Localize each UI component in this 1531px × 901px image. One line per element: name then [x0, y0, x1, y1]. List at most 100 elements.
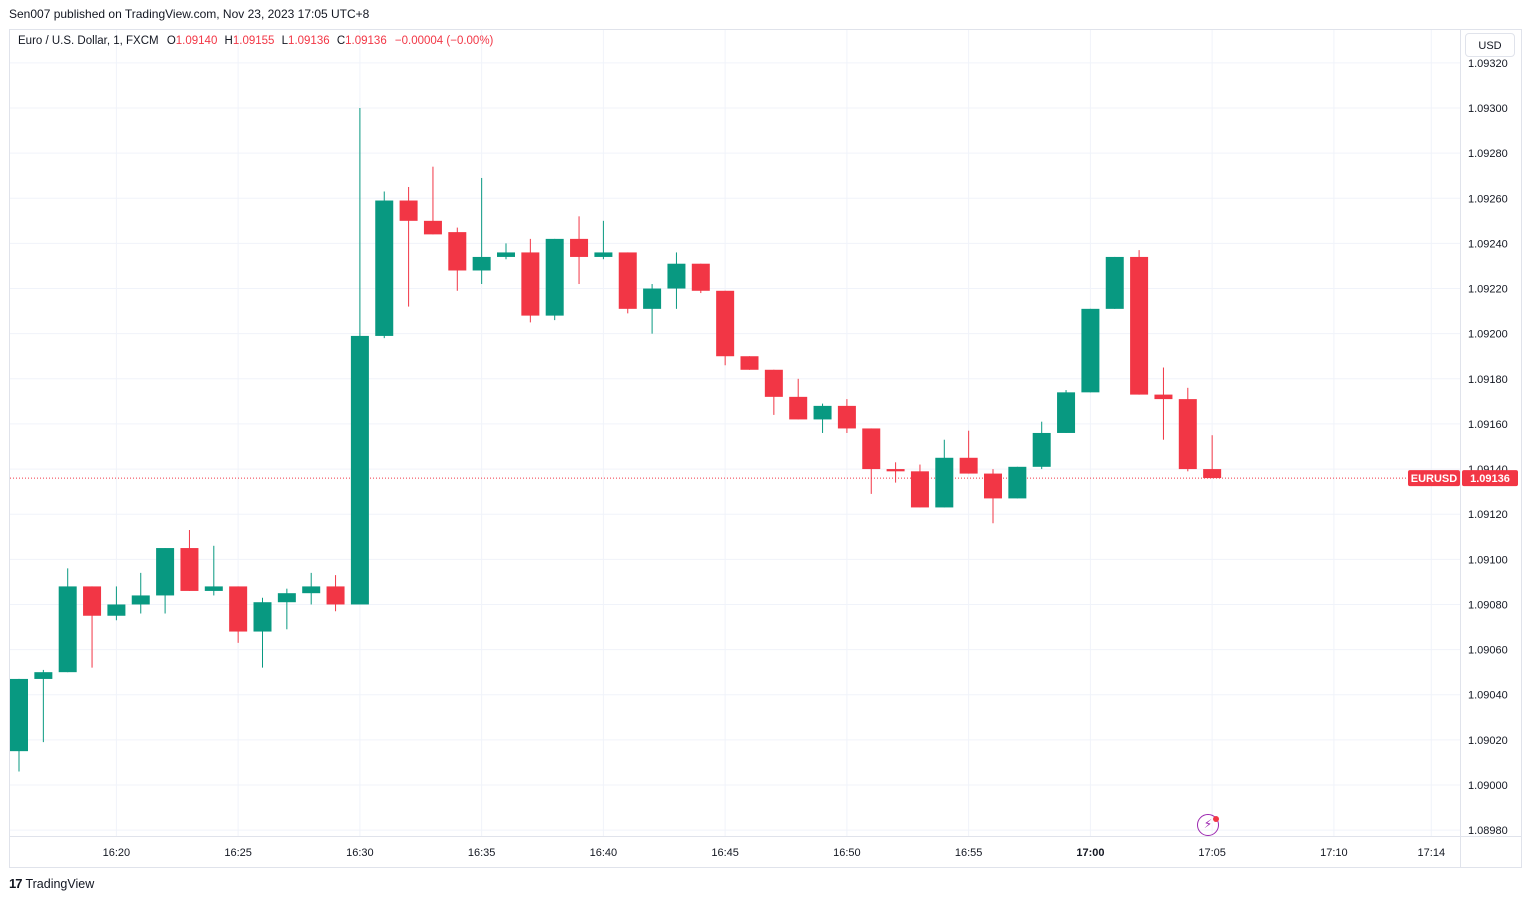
- top-bar: Sen007 published on TradingView.com, Nov…: [0, 0, 1531, 28]
- candle-body: [350, 335, 369, 605]
- y-tick-label: 1.09060: [1468, 645, 1508, 657]
- legend-open-value: 1.09140: [175, 35, 218, 47]
- candle-body: [423, 220, 442, 235]
- x-tick-label: 16:35: [468, 847, 496, 859]
- candle[interactable]: [1203, 435, 1222, 479]
- candle[interactable]: [277, 588, 296, 630]
- candle[interactable]: [253, 597, 272, 668]
- legend-high-value: 1.09155: [232, 35, 275, 47]
- candle[interactable]: [399, 186, 418, 307]
- candle[interactable]: [667, 252, 686, 309]
- candle[interactable]: [156, 548, 175, 614]
- candle-body: [1178, 399, 1197, 470]
- price-axis[interactable]: 1.08980 1.09000 1.09020 1.09040 1.09060 1.090…: [1468, 58, 1508, 837]
- candle[interactable]: [813, 403, 832, 433]
- y-tick-label: 1.09220: [1468, 284, 1508, 296]
- candle[interactable]: [789, 378, 808, 420]
- y-tick-label: 1.09260: [1468, 193, 1508, 205]
- candle-body: [1008, 466, 1027, 499]
- candle-body: [813, 405, 832, 420]
- candle[interactable]: [764, 369, 783, 415]
- candle[interactable]: [131, 572, 150, 614]
- candle[interactable]: [959, 430, 978, 474]
- candle[interactable]: [472, 177, 491, 285]
- legend-open-label: O: [166, 35, 176, 47]
- candle[interactable]: [302, 572, 321, 605]
- candle[interactable]: [935, 439, 954, 508]
- symbol-tag: [1408, 470, 1460, 487]
- candle[interactable]: [497, 243, 515, 260]
- grid: [10, 30, 1521, 868]
- x-tick-label: 17:00: [1076, 847, 1104, 859]
- candle[interactable]: [910, 464, 929, 508]
- lightning-icon[interactable]: ⚡: [1197, 814, 1219, 836]
- legend-high-label: H: [224, 35, 233, 47]
- candle[interactable]: [350, 108, 369, 605]
- candle-body: [277, 593, 296, 603]
- candle-body: [497, 252, 515, 257]
- candle[interactable]: [423, 166, 442, 235]
- candle[interactable]: [1057, 390, 1076, 433]
- candle[interactable]: [1130, 250, 1149, 395]
- y-tick-label: 1.09100: [1468, 554, 1508, 566]
- candle[interactable]: [83, 586, 102, 668]
- candle[interactable]: [691, 263, 710, 294]
- candle-body: [935, 457, 954, 508]
- candle[interactable]: [716, 290, 735, 366]
- candle-body: [156, 548, 175, 596]
- candle-body: [1105, 256, 1124, 309]
- candle-body: [740, 356, 759, 370]
- y-tick-label: 1.09320: [1468, 58, 1508, 70]
- candle[interactable]: [229, 586, 248, 643]
- candle-body: [448, 232, 467, 271]
- candle-body: [594, 252, 613, 257]
- candle[interactable]: [862, 428, 881, 494]
- candle-body: [10, 678, 28, 752]
- candle-body: [229, 586, 248, 632]
- candle[interactable]: [594, 220, 613, 260]
- candle[interactable]: [1008, 466, 1027, 499]
- candle[interactable]: [34, 669, 53, 743]
- candle[interactable]: [58, 568, 77, 673]
- candle[interactable]: [521, 238, 540, 323]
- candle[interactable]: [1032, 421, 1051, 470]
- currency-button[interactable]: USD: [1465, 33, 1515, 57]
- y-tick-label: 1.09160: [1468, 419, 1508, 431]
- time-axis[interactable]: 16:20 16:25 16:30 16:35 16:40 16:45 16:50 16:55…: [103, 847, 1445, 859]
- candle-body: [1032, 432, 1051, 467]
- candle-body: [521, 252, 540, 316]
- candle[interactable]: [1081, 308, 1100, 393]
- candle[interactable]: [326, 575, 345, 612]
- candle[interactable]: [570, 216, 589, 285]
- tradingview-logo[interactable]: 17 TradingView: [9, 876, 94, 891]
- y-tick-label: 1.09200: [1468, 329, 1508, 341]
- candle-body: [1081, 308, 1100, 393]
- candle[interactable]: [1154, 367, 1173, 440]
- candle[interactable]: [204, 545, 223, 596]
- candle[interactable]: [545, 238, 564, 321]
- candle-body: [862, 428, 881, 470]
- candle[interactable]: [886, 462, 905, 483]
- candle[interactable]: [837, 399, 856, 433]
- candle-body: [667, 263, 686, 289]
- candle-body: [204, 586, 223, 591]
- candle[interactable]: [448, 227, 467, 291]
- candle[interactable]: [740, 356, 759, 370]
- candle[interactable]: [180, 529, 199, 591]
- price-tag: [1462, 470, 1518, 487]
- candle-body: [1203, 469, 1222, 479]
- candle[interactable]: [643, 284, 662, 334]
- candle[interactable]: [984, 469, 1002, 524]
- candle[interactable]: [618, 252, 637, 314]
- symbol-legend[interactable]: Euro / U.S. Dollar, 1, FXCM O1.09140 H1.…: [18, 35, 493, 47]
- candle[interactable]: [107, 586, 126, 621]
- candle[interactable]: [1105, 256, 1124, 309]
- published-info: Sen007 published on TradingView.com, Nov…: [9, 7, 370, 21]
- x-tick-label: 16:55: [955, 847, 983, 859]
- tradingview-brand: TradingView: [25, 876, 95, 891]
- candle[interactable]: [375, 191, 394, 339]
- chart-frame[interactable]: [9, 29, 1522, 868]
- candle[interactable]: [1178, 387, 1197, 472]
- candle[interactable]: [10, 678, 28, 772]
